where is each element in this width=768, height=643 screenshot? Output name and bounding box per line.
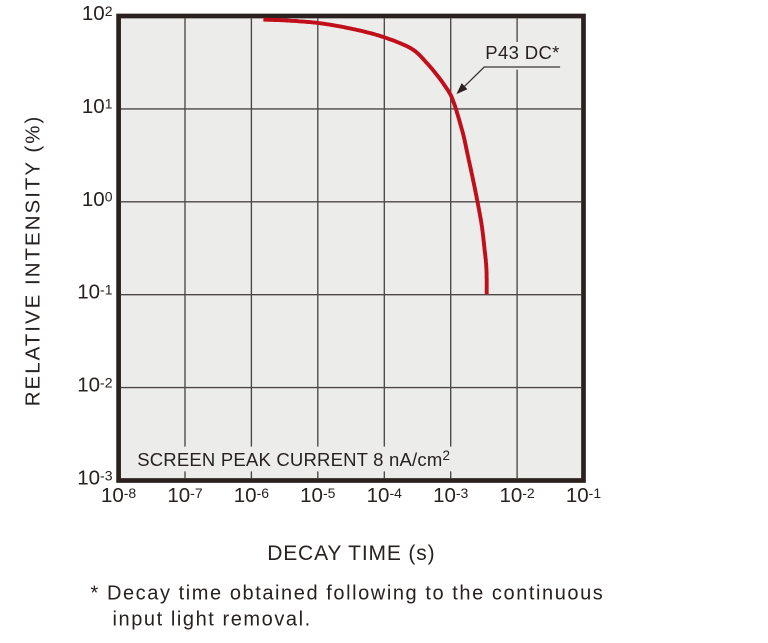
svg-text:P43 DC*: P43 DC* (485, 42, 559, 63)
svg-text:102: 102 (82, 2, 113, 25)
svg-text:10-2: 10-2 (77, 374, 112, 397)
svg-text:DECAY TIME (s): DECAY TIME (s) (267, 542, 435, 565)
svg-text:SCREEN PEAK CURRENT 8 nA/cm2: SCREEN PEAK CURRENT 8 nA/cm2 (137, 448, 450, 470)
svg-text:10-1: 10-1 (566, 484, 601, 507)
svg-text:10-3: 10-3 (433, 484, 468, 507)
svg-text:10-4: 10-4 (367, 484, 402, 507)
svg-text:10-2: 10-2 (499, 484, 534, 507)
svg-text:10-6: 10-6 (234, 484, 269, 507)
svg-text:10-1: 10-1 (77, 281, 112, 304)
svg-text:10-7: 10-7 (167, 484, 202, 507)
svg-text:101: 101 (82, 95, 113, 118)
svg-text:100: 100 (82, 188, 113, 211)
svg-text:10-8: 10-8 (101, 484, 136, 507)
svg-text:* Decay time obtained followin: * Decay time obtained following to the c… (91, 583, 605, 605)
svg-text:10-5: 10-5 (300, 484, 335, 507)
svg-text:RELATIVE INTENSITY (%): RELATIVE INTENSITY (%) (21, 115, 44, 407)
svg-text:input light removal.: input light removal. (113, 609, 312, 631)
